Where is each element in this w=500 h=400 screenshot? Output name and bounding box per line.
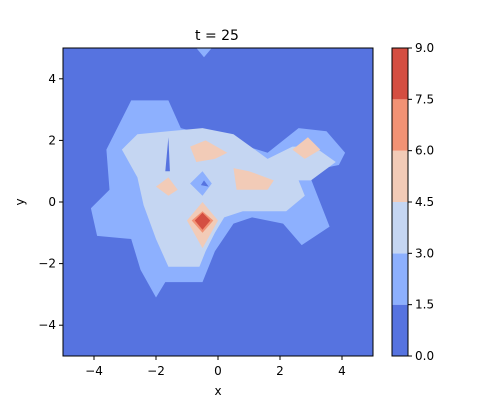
x-axis-label: x <box>214 384 221 398</box>
x-tick-label: −2 <box>147 364 165 378</box>
colorbar-band-1 <box>392 253 408 304</box>
colorbar-tick-label: 6.0 <box>415 144 434 158</box>
colorbar-tick-label: 3.0 <box>415 246 434 260</box>
x-tick-label: −4 <box>85 364 103 378</box>
colorbar-tick-label: 4.5 <box>415 195 434 209</box>
plot-area <box>63 48 373 356</box>
y-tick-label: 4 <box>48 72 56 86</box>
colorbar-tick-label: 7.5 <box>415 92 434 106</box>
colorbar-band-5 <box>392 48 408 99</box>
colorbar-tick-label: 1.5 <box>415 298 434 312</box>
colorbar-band-3 <box>392 151 408 202</box>
colorbar-tick-label: 0.0 <box>415 349 434 363</box>
y-tick-label: 0 <box>48 195 56 209</box>
y-axis-label: y <box>13 198 27 205</box>
x-tick-label: 0 <box>214 364 222 378</box>
colorbar-band-2 <box>392 202 408 253</box>
y-tick-label: −2 <box>38 257 56 271</box>
y-tick-label: 2 <box>48 133 56 147</box>
colorbar-tick-label: 9.0 <box>415 41 434 55</box>
x-tick-label: 2 <box>276 364 284 378</box>
colorbar-band-0 <box>392 305 408 356</box>
y-tick-label: −4 <box>38 318 56 332</box>
x-tick-label: 4 <box>338 364 346 378</box>
chart-title: t = 25 <box>195 28 239 44</box>
colorbar-band-4 <box>392 99 408 150</box>
